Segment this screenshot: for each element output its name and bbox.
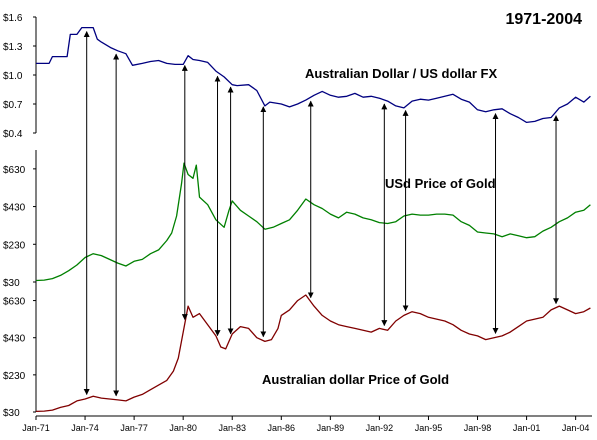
y-tick-label: $1.3: [3, 42, 23, 53]
series-line-2: [35, 162, 591, 282]
x-tick-label: Jan-98: [464, 423, 492, 433]
y-tick-label: $1.6: [3, 13, 23, 24]
x-tick-label: Jan-86: [268, 423, 296, 433]
series-layer: [35, 26, 591, 413]
series-label-3: Australian dollar Price of Gold: [262, 372, 449, 387]
series-line-3: [35, 294, 591, 413]
y-tick-label: $430: [3, 334, 26, 345]
y-tick-label: $0.7: [3, 100, 23, 111]
y-tick-label: $30: [3, 278, 20, 289]
x-tick-label: Jan-77: [120, 423, 148, 433]
x-tick-label: Jan-04: [562, 423, 590, 433]
event-arrows: [83, 31, 560, 397]
y-tick-label: $430: [3, 203, 26, 214]
y-tick-label: $30: [3, 408, 20, 419]
y-tick-label: $230: [3, 240, 26, 251]
y-tick-label: $0.4: [3, 129, 23, 140]
x-tick-label: Jan-71: [22, 423, 50, 433]
x-tick-label: Jan-74: [71, 423, 99, 433]
series-line-1: [36, 26, 591, 124]
labels-layer: $1.6 $1.3 $1.0 $0.7 $0.4 Australian Dollar / …: [3, 13, 589, 433]
y-tick-label: $630: [3, 297, 26, 308]
series-label-1: Australian Dollar / US dollar FX: [305, 66, 497, 81]
y-tick-label: $630: [3, 165, 26, 176]
x-tick-label: Jan-95: [415, 423, 443, 433]
x-tick-label: Jan-80: [169, 423, 197, 433]
x-tick-label: Jan-83: [218, 423, 246, 433]
series-label-2: USd Price of Gold: [385, 176, 496, 191]
axes-layer: [33, 16, 592, 420]
y-tick-label: $1.0: [3, 71, 23, 82]
y-tick-label: $230: [3, 371, 26, 382]
chart-title: 1971-2004: [505, 11, 582, 28]
x-tick-label: Jan-92: [366, 423, 394, 433]
x-tick-label: Jan-01: [513, 423, 541, 433]
x-tick-label: Jan-89: [317, 423, 345, 433]
